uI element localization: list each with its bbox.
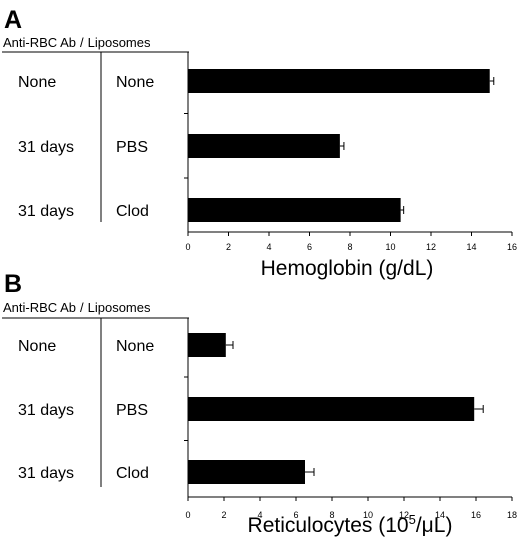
header-liposomes: Liposomes [88,35,151,50]
x-axis-title-text: Hemoglobin (g/dL) [261,257,434,280]
x-tick-label: 16 [507,242,517,252]
table-header: Anti-RBC Ab / Liposomes [3,300,151,315]
row-antibody-label: 31 days [18,139,74,156]
header-separator: / [80,300,84,315]
bar [188,134,340,158]
x-tick-label: 0 [185,510,190,520]
x-tick-label: 10 [363,510,373,520]
row-antibody-label: 31 days [18,402,74,419]
x-axis-title: Hemoglobin (g/dL) [261,257,434,280]
x-tick-label: 6 [293,510,298,520]
row-antibody-label: None [18,338,56,355]
x-tick-label: 6 [307,242,312,252]
row-liposomes-label: None [116,74,154,91]
x-tick-label: 8 [347,242,352,252]
x-tick-label: 0 [185,242,190,252]
x-tick-label: 2 [226,242,231,252]
table-header: Anti-RBC Ab / Liposomes [3,35,151,50]
bar [188,333,226,357]
x-tick-label: 8 [329,510,334,520]
x-tick-label: 12 [399,510,409,520]
x-axis-title-prefix: Reticulocytes (10 [248,514,409,537]
bar [188,198,401,222]
x-tick-label: 2 [221,510,226,520]
header-liposomes: Liposomes [88,300,151,315]
row-liposomes-label: PBS [116,402,148,419]
header-antibody: Anti-RBC Ab [3,35,76,50]
header-separator: / [80,35,84,50]
x-tick-label: 14 [466,242,476,252]
x-tick-label: 10 [385,242,395,252]
x-tick-label: 12 [426,242,436,252]
row-liposomes-label: Clod [116,203,149,220]
panel-b: B Anti-RBC Ab / Liposomes 0 2 4 6 8 10 12 14 16 18 Non… [2,270,517,537]
row-liposomes-label: Clod [116,465,149,482]
x-axis-title: Reticulocytes (105/μL) [248,512,453,537]
row-liposomes-label: None [116,338,154,355]
x-axis-title-suffix: /μL) [416,514,453,537]
x-tick-label: 4 [257,510,262,520]
row-antibody-label: None [18,74,56,91]
panel-letter: B [4,270,22,298]
x-tick-label: 16 [471,510,481,520]
row-antibody-label: 31 days [18,465,74,482]
bar [188,69,490,93]
row-liposomes-label: PBS [116,139,148,156]
header-antibody: Anti-RBC Ab [3,300,76,315]
x-axis-title-superscript: 5 [409,512,416,527]
x-tick-label: 14 [435,510,445,520]
row-antibody-label: 31 days [18,203,74,220]
bar [188,397,475,421]
x-tick-label: 4 [266,242,271,252]
bar [188,460,305,484]
panel-letter: A [4,6,22,34]
x-tick-label: 18 [507,510,517,520]
